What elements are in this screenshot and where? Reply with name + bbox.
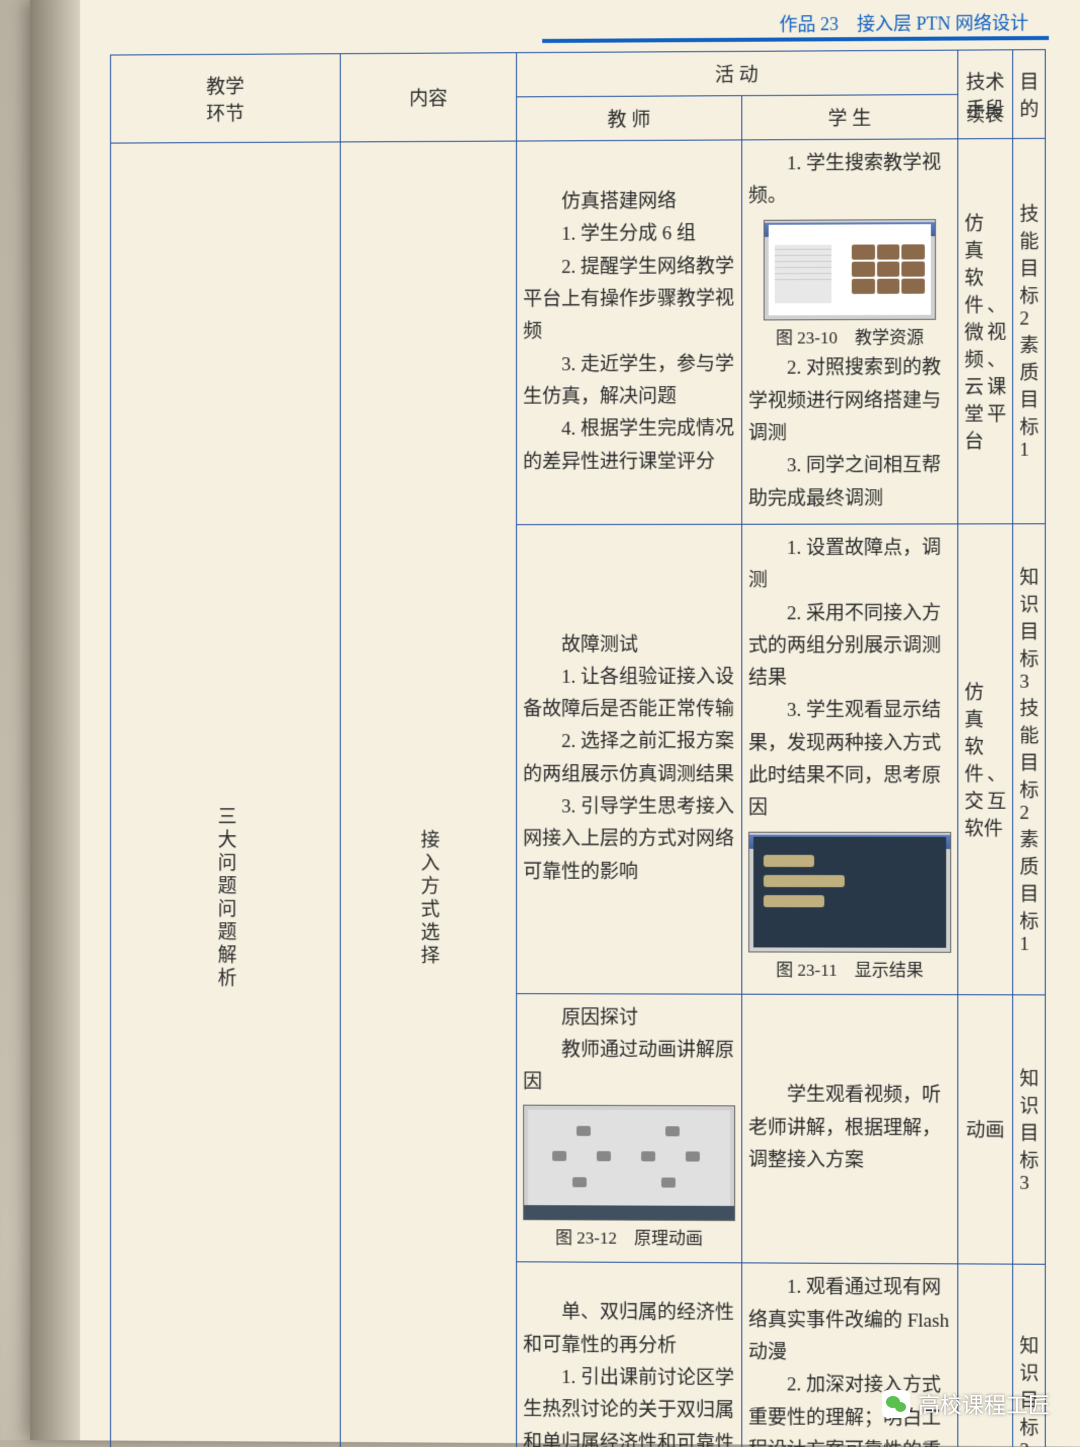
fig-caption-2: 图 23-11 显示结果 [748, 956, 951, 986]
tech-cell-2: 仿 真 软件、交互软件 [958, 524, 1013, 995]
header-rule [542, 36, 1049, 43]
page-header: 作品 23 接入层 PTN 网络设计 [779, 9, 1028, 37]
lesson-plan-table: 教学 环节 内容 活 动 续表 技术手段 目的 教 师 学 生 三大问题问题解析… [110, 49, 1046, 1447]
teacher-cell-2: 故障测试 1. 让各组验证接入设备故障后是否能正常传输 2. 选择之前汇报方案的… [516, 524, 741, 993]
work-title: 接入层 PTN 网络设计 [857, 13, 1029, 34]
teacher-cell-4: 单、双归属的经济性和可靠性的再分析 1. 引出课前讨论区学生热烈讨论的关于双归属… [516, 1262, 741, 1447]
watermark-text: 高校课程工匠 [918, 1388, 1050, 1420]
purpose-cell-1: 技能目标 2 素质目标 1 [1013, 138, 1046, 523]
stage-label: 三大问题问题解析 [215, 806, 236, 990]
figure-23-12 [523, 1105, 735, 1221]
figure-23-11 [748, 831, 951, 952]
student-cell-2: 1. 设置故障点，调测 2. 采用不同接入方式的两组分别展示调测结果 3. 学生… [742, 524, 958, 994]
textbook-page: 作品 23 接入层 PTN 网络设计 教学 环节 内容 活 动 续表 技术手段 … [30, 0, 1080, 1447]
teacher-cell-1: 仿真搭建网络 1. 学生分成 6 组 2. 提醒学生网络教学平台上有操作步骤教学… [516, 140, 741, 525]
page-binding [30, 0, 80, 1440]
purpose-cell-2: 知识目标 3 技能目标 2 素质目标 1 [1013, 524, 1046, 995]
col-teacher: 教 师 [607, 110, 650, 131]
col-activity: 活 动 [715, 65, 758, 86]
figure-23-10 [764, 219, 936, 320]
continue-label: 续表 [966, 101, 1003, 127]
wechat-icon [882, 1390, 910, 1418]
content-label: 接入方式选择 [418, 829, 439, 968]
col-student: 学 生 [828, 109, 871, 130]
fig-caption-1: 图 23-10 教学资源 [748, 323, 951, 353]
work-number: 作品 23 [779, 14, 838, 34]
col-stage: 教学 环节 [206, 76, 244, 124]
student-cell-1: 1. 学生搜索教学视频。 图 23-10 教学资源 2. 对照搜索到的教学视频进… [742, 139, 958, 524]
col-content: 内容 [409, 89, 447, 110]
fig-caption-3: 图 23-12 原理动画 [523, 1225, 735, 1255]
tech-cell-1: 仿 真 软件、微视频、云课堂平台 [958, 139, 1013, 524]
purpose-cell-3: 知识目标 3 [1013, 994, 1046, 1264]
teacher-cell-3: 原因探讨 教师通过动画讲解原因 [516, 993, 741, 1263]
watermark: 高校课程工匠 [882, 1388, 1050, 1420]
student-cell-3: 学生观看视频，听老师讲解，根据理解，调整接入方案 [742, 994, 958, 1264]
col-purpose: 目的 [1020, 72, 1039, 121]
tech-cell-3: 动画 [958, 994, 1013, 1264]
